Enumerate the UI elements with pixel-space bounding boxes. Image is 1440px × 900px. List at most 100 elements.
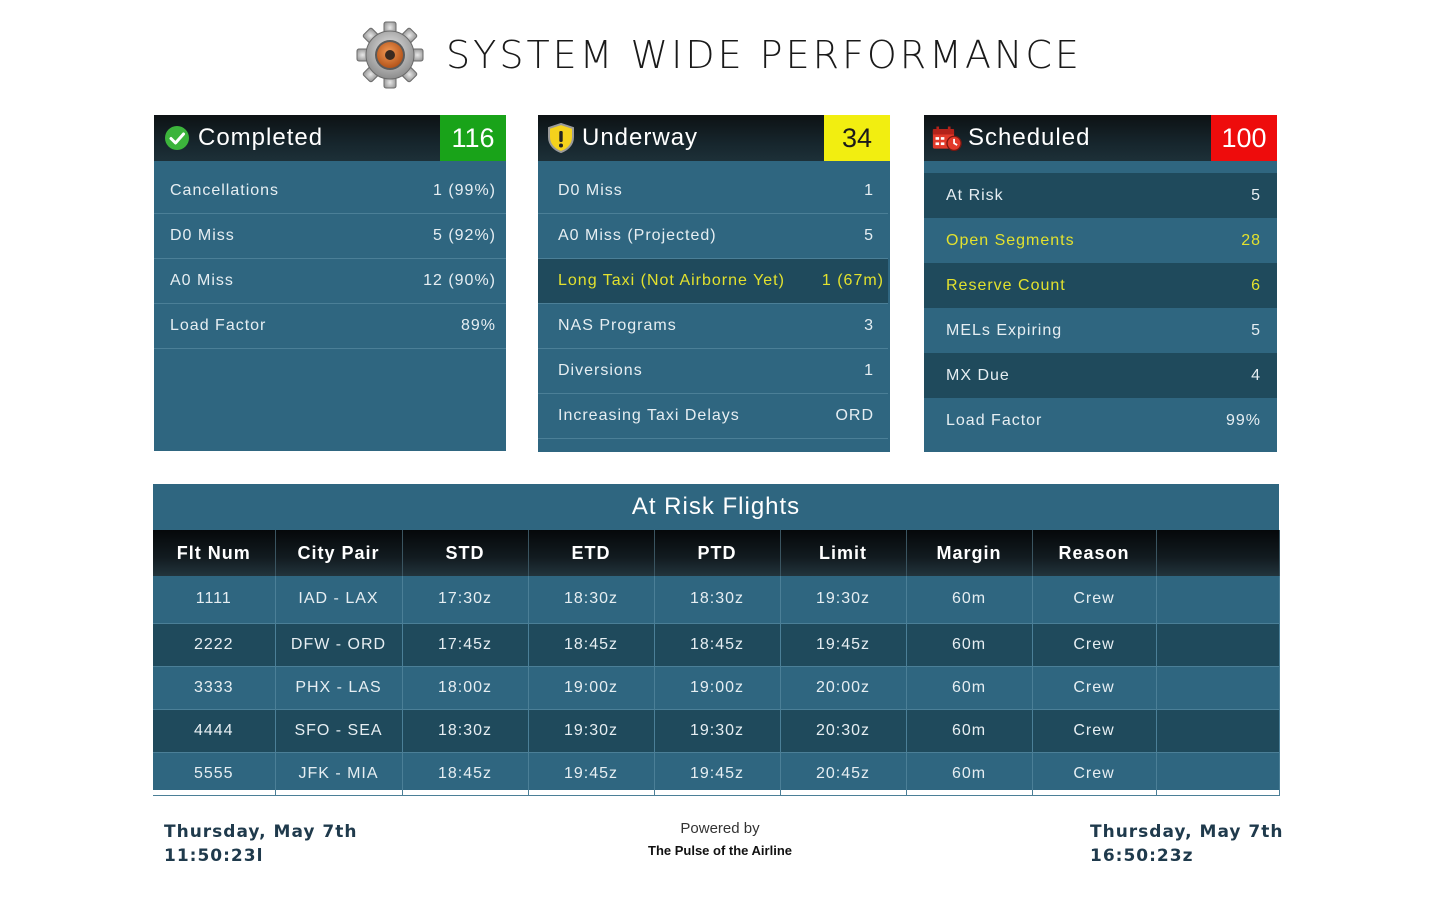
list-item[interactable]: Load Factor 99%: [924, 398, 1277, 443]
table-cell: DFW - ORD: [275, 623, 403, 666]
row-value: 1 (99%): [432, 182, 496, 199]
table-row[interactable]: 3333 PHX - LAS 18:00z 19:00z 19:00z 20:00z 60m…: [153, 666, 1280, 709]
table-cell: JFK - MIA: [275, 752, 403, 795]
scheduled-count-badge: 100: [1211, 115, 1277, 161]
row-value: 3: [864, 317, 874, 334]
table-cell: 18:00z: [402, 666, 529, 709]
table-cell: 20:30z: [780, 709, 907, 752]
table-cell: SFO - SEA: [275, 709, 403, 752]
table-cell-empty: [1156, 709, 1280, 752]
column-header[interactable]: Limit: [780, 530, 907, 576]
column-header[interactable]: Margin: [906, 530, 1033, 576]
table-cell: Crew: [1032, 709, 1157, 752]
table-cell: 19:00z: [528, 666, 655, 709]
table-cell: 60m: [906, 666, 1033, 709]
column-header[interactable]: STD: [402, 530, 529, 576]
table-cell: 60m: [906, 752, 1033, 795]
list-item[interactable]: Cancellations 1 (99%): [154, 169, 506, 214]
table-cell: 3333: [153, 666, 276, 709]
row-value: 4: [1251, 366, 1261, 384]
row-value: 5: [864, 227, 874, 244]
row-value: 99%: [1225, 411, 1261, 429]
local-date: Thursday, May 7th: [164, 822, 358, 842]
list-item[interactable]: Increasing Taxi Delays ORD: [538, 394, 888, 439]
page-title: SYSTEM WIDE PERFORMANCE: [446, 33, 1082, 77]
table-cell: Crew: [1032, 576, 1157, 623]
table-cell: 19:30z: [654, 709, 781, 752]
table-cell: 18:30z: [402, 709, 529, 752]
table-cell: 19:30z: [528, 709, 655, 752]
zulu-date: Thursday, May 7th: [1090, 822, 1284, 842]
table-row[interactable]: 2222 DFW - ORD 17:45z 18:45z 18:45z 19:45z 60m…: [153, 623, 1280, 666]
list-item[interactable]: Diversions 1: [538, 349, 888, 394]
scheduled-panel-header: Scheduled 100: [924, 115, 1277, 161]
list-item[interactable]: A0 Miss (Projected) 5: [538, 214, 888, 259]
row-label: MX Due: [946, 366, 1010, 384]
row-value: 1: [864, 362, 874, 379]
list-item[interactable]: Long Taxi (Not Airborne Yet) 1 (67m): [538, 259, 888, 304]
row-value: 5: [1251, 321, 1261, 339]
column-header[interactable]: PTD: [654, 530, 781, 576]
table-cell: 19:30z: [780, 576, 907, 623]
table-cell: IAD - LAX: [275, 576, 403, 623]
page-header: SYSTEM WIDE PERFORMANCE: [356, 20, 1082, 90]
calendar-clock-icon: [932, 123, 962, 153]
column-header[interactable]: ETD: [528, 530, 655, 576]
column-header[interactable]: Reason: [1032, 530, 1157, 576]
underway-title: Underway: [582, 124, 699, 151]
list-item[interactable]: NAS Programs 3: [538, 304, 888, 349]
row-label: A0 Miss (Projected): [558, 227, 717, 244]
table-header-row: Flt Num City Pair STD ETD PTD Limit Marg…: [153, 530, 1280, 576]
row-value: 1: [864, 182, 874, 199]
list-item[interactable]: A0 Miss 12 (90%): [154, 259, 506, 304]
table-title: At Risk Flights: [631, 493, 801, 520]
table-cell: Crew: [1032, 666, 1157, 709]
completed-panel-header: Completed 116: [154, 115, 506, 161]
table-cell: 17:30z: [402, 576, 529, 623]
table-cell: 60m: [906, 576, 1033, 623]
local-clock: Thursday, May 7th 11:50:23l: [164, 820, 357, 868]
column-header-empty: [1156, 530, 1280, 576]
list-item[interactable]: D0 Miss 1: [538, 169, 888, 214]
table-cell-empty: [1156, 666, 1280, 709]
table-row[interactable]: 1111 IAD - LAX 17:30z 18:30z 18:30z 19:30z 60m…: [153, 576, 1280, 623]
column-header[interactable]: Flt Num: [153, 530, 276, 576]
table-cell: 18:30z: [654, 576, 781, 623]
row-label: Long Taxi (Not Airborne Yet): [558, 272, 785, 289]
table-cell: 18:30z: [528, 576, 655, 623]
local-time: 11:50:23l: [164, 846, 264, 866]
check-circle-icon: [162, 123, 192, 153]
row-label: Load Factor: [946, 411, 1043, 429]
list-item[interactable]: MELs Expiring 5: [924, 308, 1277, 353]
list-item[interactable]: D0 Miss 5 (92%): [154, 214, 506, 259]
powered-by: Powered by The Pulse of the Airline: [620, 820, 820, 858]
row-value: 89%: [460, 317, 496, 334]
column-header[interactable]: City Pair: [275, 530, 403, 576]
list-item[interactable]: MX Due 4: [924, 353, 1277, 398]
row-label: Open Segments: [946, 231, 1075, 249]
table-cell-empty: [1156, 576, 1280, 623]
row-value: 6: [1251, 276, 1261, 294]
completed-panel: Completed 116 Cancellations 1 (99%) D0 Mi…: [154, 115, 506, 451]
table-cell: 20:45z: [780, 752, 907, 795]
powered-by-label: Powered by: [680, 820, 760, 837]
completed-count-badge: 116: [440, 115, 506, 161]
row-label: NAS Programs: [558, 317, 677, 334]
brand-name: The Pulse of the Airline: [648, 843, 792, 858]
zulu-time: 16:50:23z: [1090, 846, 1194, 866]
row-value: 5: [1251, 186, 1261, 204]
table-cell: 5555: [153, 752, 276, 795]
row-label: Load Factor: [170, 317, 267, 334]
warning-shield-icon: [546, 123, 576, 153]
row-label: MELs Expiring: [946, 321, 1063, 339]
row-label: D0 Miss: [558, 182, 623, 199]
row-label: A0 Miss: [170, 272, 234, 289]
list-item[interactable]: Open Segments 28: [924, 218, 1277, 263]
table-row[interactable]: 5555 JFK - MIA 18:45z 19:45z 19:45z 20:45z 60m…: [153, 752, 1280, 795]
zulu-clock: Thursday, May 7th 16:50:23z: [1090, 820, 1283, 868]
table-cell: Crew: [1032, 752, 1157, 795]
list-item[interactable]: Reserve Count 6: [924, 263, 1277, 308]
list-item[interactable]: Load Factor 89%: [154, 304, 506, 349]
table-row[interactable]: 4444 SFO - SEA 18:30z 19:30z 19:30z 20:30z 60m…: [153, 709, 1280, 752]
list-item[interactable]: At Risk 5: [924, 173, 1277, 218]
